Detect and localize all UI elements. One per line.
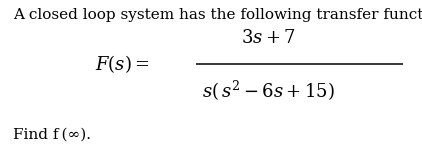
Text: A closed loop system has the following transfer function:-: A closed loop system has the following t… xyxy=(13,8,422,22)
Text: $3s + 7$: $3s + 7$ xyxy=(241,29,295,47)
Text: $\it{F}(s) = $: $\it{F}(s) = $ xyxy=(95,53,150,75)
Text: Find f (∞).: Find f (∞). xyxy=(13,127,91,141)
Text: $s(\,s^2 - 6s + 15)$: $s(\,s^2 - 6s + 15)$ xyxy=(202,79,334,103)
